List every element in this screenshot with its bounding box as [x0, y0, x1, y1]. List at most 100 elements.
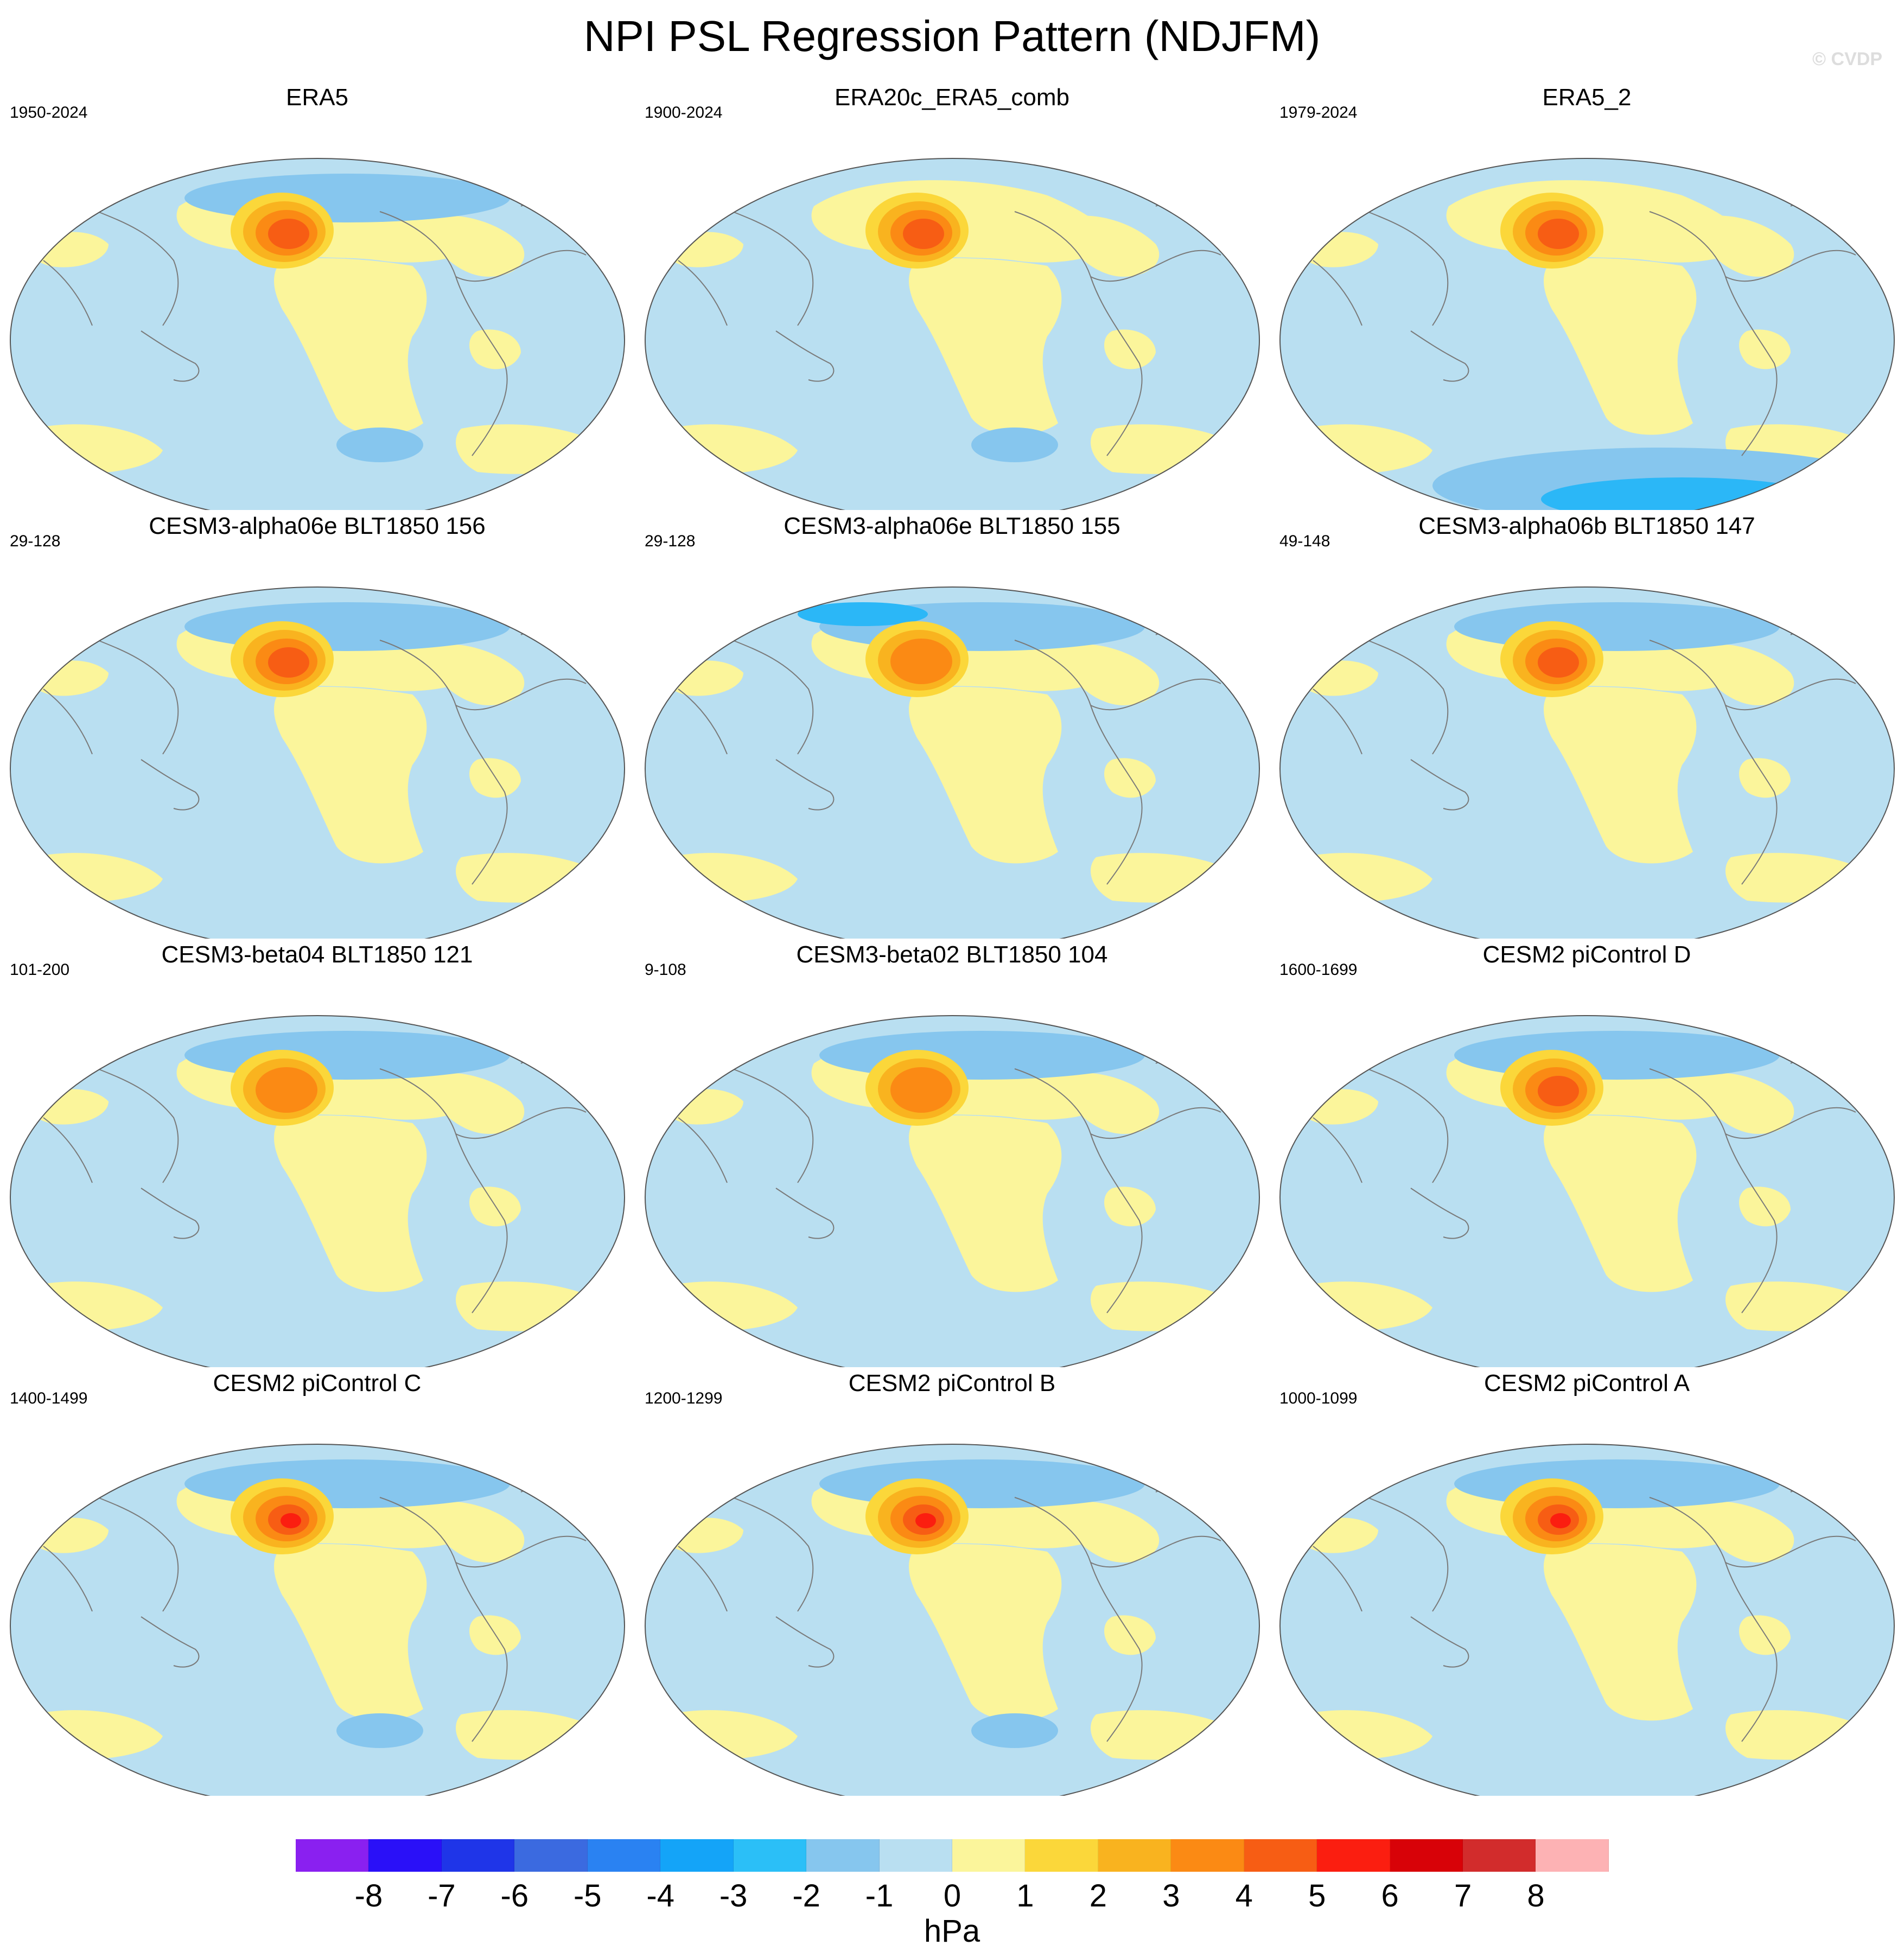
robinson-map — [645, 1015, 1260, 1367]
panel-period: 29-128 — [10, 532, 61, 550]
coastline — [455, 250, 587, 282]
coastline — [1410, 1188, 1469, 1239]
coastline — [1410, 759, 1469, 811]
colorbar-tick-label: -5 — [573, 1878, 602, 1914]
positive-anomaly-region — [456, 853, 608, 903]
colorbar-tick-label: 1 — [1016, 1878, 1034, 1914]
negative-anomaly-patch — [1454, 1031, 1780, 1080]
coastline — [678, 260, 728, 326]
colorbar-tick-labels: -8 -7 -6 -5 -4 -3 -2 -1 0 1 2 3 4 5 6 7 8 — [296, 1874, 1609, 1918]
coastline — [775, 759, 835, 811]
coastline — [775, 1616, 835, 1668]
negative-anomaly-patch — [1541, 477, 1823, 510]
npi-contour-6hpa — [915, 1513, 936, 1528]
cvdp-credit: © CVDP — [1812, 49, 1882, 69]
coastline — [1014, 1068, 1143, 1313]
npi-contour-5hpa — [268, 647, 309, 678]
coastline — [97, 1068, 179, 1183]
map-panel: CESM3-alpha06b BLT1850 147 49-148 — [1270, 510, 1904, 939]
npi-contour-5hpa — [268, 219, 309, 249]
positive-anomaly-region — [456, 1281, 608, 1331]
negative-anomaly-patch — [798, 602, 928, 626]
coastline — [141, 1188, 200, 1239]
positive-anomaly-region — [1069, 1501, 1160, 1562]
panel-title: CESM2 piControl A — [1483, 1370, 1690, 1396]
panel-title: CESM2 piControl C — [213, 1370, 422, 1396]
map-panel: ERA20c_ERA5_comb 1900-2024 — [635, 81, 1269, 510]
coastline — [1725, 250, 1856, 282]
colorbar-tick-label: 5 — [1308, 1878, 1326, 1914]
map-panel: ERA5 1950-2024 — [0, 81, 634, 510]
positive-anomaly-region — [274, 1544, 427, 1721]
robinson-map — [1279, 158, 1895, 510]
coastline — [678, 1546, 728, 1612]
map-outline — [645, 586, 1260, 939]
npi-contour-4hpa — [890, 639, 952, 684]
coastline — [775, 1188, 835, 1239]
npi-contour-4hpa — [890, 1067, 952, 1113]
coastline — [678, 688, 728, 755]
positive-anomaly-region — [1544, 1115, 1697, 1292]
robinson-map — [10, 158, 625, 510]
panel-period: 1950-2024 — [10, 104, 88, 122]
coastline — [1367, 211, 1449, 326]
map-panel: CESM3-beta04 BLT1850 121 101-200 — [0, 939, 634, 1367]
positive-anomaly-region — [434, 1073, 525, 1134]
map-panel: CESM2 piControl B 1200-1299 — [635, 1367, 1269, 1796]
coastline — [1410, 1616, 1469, 1668]
positive-anomaly-region — [274, 686, 427, 864]
positive-anomaly-region — [909, 1115, 1062, 1292]
colorbar-tick-label: 0 — [943, 1878, 961, 1914]
negative-anomaly-patch — [336, 428, 423, 462]
coastline — [379, 640, 508, 885]
coastline — [732, 1497, 814, 1612]
positive-anomaly-region — [434, 1501, 525, 1562]
colorbar-swatch — [733, 1839, 807, 1872]
negative-anomaly-patch — [1454, 1459, 1780, 1508]
map-outline — [10, 158, 625, 510]
colorbar-tick-label: 6 — [1381, 1878, 1399, 1914]
positive-anomaly-region — [456, 424, 608, 474]
positive-anomaly-region — [1544, 686, 1697, 864]
coastline — [732, 211, 814, 326]
positive-anomaly-region — [274, 258, 427, 435]
coastline — [379, 1497, 508, 1742]
map-panel: CESM3-alpha06e BLT1850 156 29-128 — [0, 510, 634, 939]
map-outline — [1279, 586, 1895, 939]
positive-anomaly-region — [1725, 853, 1877, 903]
coastline — [1725, 1107, 1856, 1139]
coastline — [43, 260, 93, 326]
coastline — [678, 1117, 728, 1183]
coastline — [141, 330, 200, 382]
coastline — [1313, 688, 1362, 755]
negative-anomaly-patch — [336, 1713, 423, 1748]
figure-title: NPI PSL Regression Pattern (NDJFM) — [583, 12, 1321, 60]
map-outline — [645, 1015, 1260, 1367]
coastline — [1313, 1546, 1362, 1612]
coastline — [379, 211, 508, 456]
robinson-map — [645, 586, 1260, 939]
colorbar-swatch — [1536, 1839, 1609, 1872]
colorbar-tick-label: -1 — [865, 1878, 894, 1914]
coastline — [43, 688, 93, 755]
colorbar-tick-label: -3 — [719, 1878, 748, 1914]
npi-contour-5hpa — [1538, 647, 1579, 678]
panel-period: 1400-1499 — [10, 1389, 88, 1407]
negative-anomaly-patch — [184, 602, 510, 651]
panel-period: 29-128 — [645, 532, 696, 550]
panel-period: 1600-1699 — [1279, 961, 1358, 979]
positive-anomaly-region — [1544, 1544, 1697, 1721]
npi-contour-5hpa — [903, 219, 944, 249]
colorbar-swatch — [296, 1839, 369, 1872]
npi-contour-6hpa — [281, 1513, 301, 1528]
negative-anomaly-patch — [819, 1459, 1145, 1508]
colorbar-swatch — [587, 1839, 661, 1872]
panel-title: ERA20c_ERA5_comb — [835, 84, 1069, 111]
colorbar-swatch — [879, 1839, 952, 1872]
map-panel: CESM2 piControl D 1600-1699 — [1270, 939, 1904, 1367]
panel-title: ERA5 — [286, 84, 348, 111]
colorbar-tick-label: 8 — [1527, 1878, 1545, 1914]
coastline — [1649, 211, 1778, 456]
positive-anomaly-region — [1091, 1281, 1243, 1331]
colorbar-tick-label: 4 — [1235, 1878, 1253, 1914]
